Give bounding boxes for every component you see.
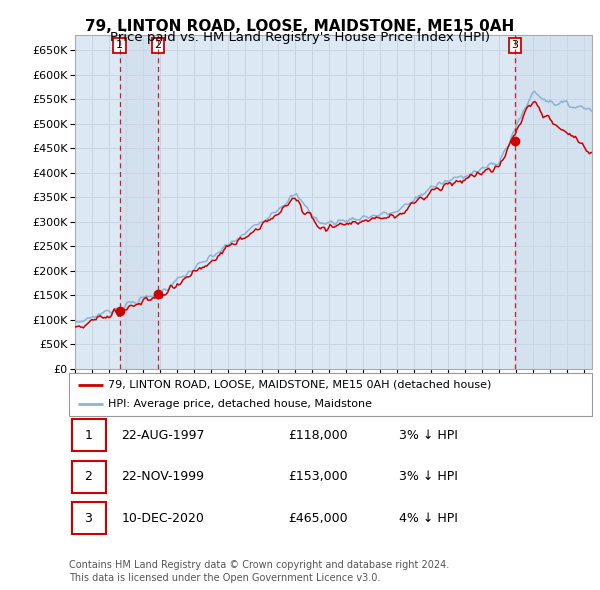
Text: 4% ↓ HPI: 4% ↓ HPI xyxy=(398,512,457,525)
Text: 79, LINTON ROAD, LOOSE, MAIDSTONE, ME15 0AH (detached house): 79, LINTON ROAD, LOOSE, MAIDSTONE, ME15 … xyxy=(108,380,491,390)
Text: £465,000: £465,000 xyxy=(289,512,349,525)
Text: 1: 1 xyxy=(116,40,123,50)
FancyBboxPatch shape xyxy=(71,502,106,534)
Text: 79, LINTON ROAD, LOOSE, MAIDSTONE, ME15 0AH: 79, LINTON ROAD, LOOSE, MAIDSTONE, ME15 … xyxy=(85,19,515,34)
Text: 3% ↓ HPI: 3% ↓ HPI xyxy=(398,429,457,442)
Text: 2: 2 xyxy=(85,470,92,483)
Text: 3: 3 xyxy=(85,512,92,525)
Text: Contains HM Land Registry data © Crown copyright and database right 2024.
This d: Contains HM Land Registry data © Crown c… xyxy=(69,560,449,583)
Text: 10-DEC-2020: 10-DEC-2020 xyxy=(121,512,204,525)
Bar xyxy=(515,35,592,369)
Text: £118,000: £118,000 xyxy=(289,429,349,442)
Text: 2: 2 xyxy=(155,40,161,50)
Text: 3% ↓ HPI: 3% ↓ HPI xyxy=(398,470,457,483)
Text: Price paid vs. HM Land Registry's House Price Index (HPI): Price paid vs. HM Land Registry's House … xyxy=(110,31,490,44)
Text: 3: 3 xyxy=(511,40,518,50)
Text: HPI: Average price, detached house, Maidstone: HPI: Average price, detached house, Maid… xyxy=(108,399,372,409)
Text: 22-AUG-1997: 22-AUG-1997 xyxy=(121,429,205,442)
FancyBboxPatch shape xyxy=(69,373,592,416)
Text: £153,000: £153,000 xyxy=(289,470,349,483)
FancyBboxPatch shape xyxy=(71,419,106,451)
Text: 22-NOV-1999: 22-NOV-1999 xyxy=(121,470,205,483)
Bar xyxy=(120,35,158,369)
FancyBboxPatch shape xyxy=(71,461,106,493)
Text: 1: 1 xyxy=(85,429,92,442)
